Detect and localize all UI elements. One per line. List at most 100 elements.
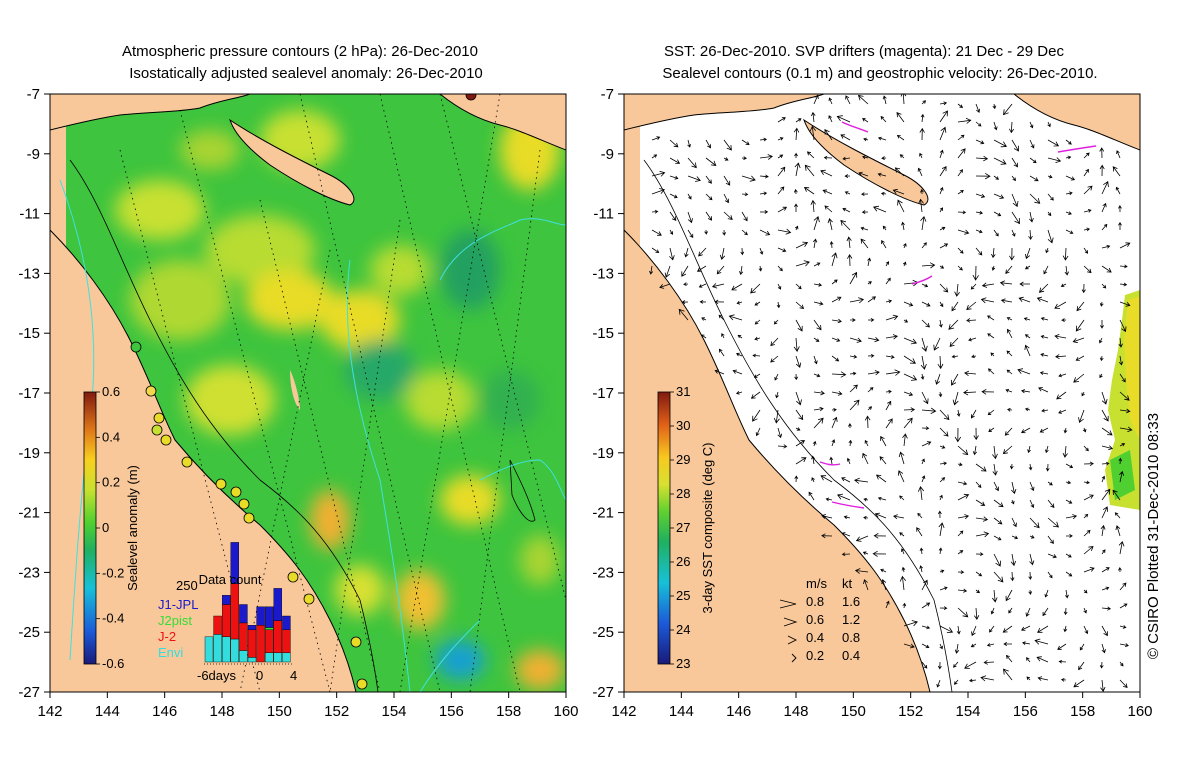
velocity-arrow	[921, 475, 926, 483]
velocity-legend: m/s kt 0.8 1.6 0.6 1.2 0.4 0.8 0.2 0.4	[779, 576, 860, 663]
velocity-arrow	[867, 337, 880, 343]
velocity-arrow	[917, 167, 923, 177]
velocity-arrow	[901, 566, 906, 573]
velocity-arrow	[1011, 517, 1017, 528]
velocity-arrow	[939, 606, 948, 611]
y-tick-label: -9	[27, 146, 40, 163]
velocity-arrow	[1083, 152, 1090, 159]
velocity-arrow	[921, 262, 936, 269]
velocity-arrow	[773, 409, 780, 424]
colorbar-tick: 0	[102, 520, 109, 535]
velocity-arrow	[705, 175, 712, 184]
velocity-arrow	[880, 116, 887, 123]
velocity-arrow	[1083, 494, 1094, 501]
velocity-kt-value: 1.2	[842, 612, 860, 627]
velocity-arrow	[939, 265, 945, 269]
velocity-arrow	[683, 282, 689, 287]
velocity-arrow	[1005, 388, 1013, 393]
velocity-arrow	[795, 440, 806, 447]
right-title-line1: SST: 26-Dec-2010. SVP drifters (magenta)…	[664, 43, 1064, 60]
data-count-bar	[230, 583, 240, 640]
velocity-arrow	[1099, 337, 1103, 344]
velocity-arrow	[881, 240, 887, 249]
right-title: SST: 26-Dec-2010. SVP drifters (magenta)…	[662, 43, 1097, 82]
velocity-arrow	[966, 318, 977, 323]
velocity-arrow	[731, 283, 743, 291]
velocity-arrow	[1029, 553, 1035, 566]
colorbar-tick: 0.2	[102, 475, 120, 490]
csiro-credit: © CSIRO Plotted 31-Dec-2010 08:33	[1145, 413, 1162, 659]
x-tick-label: 146	[726, 703, 751, 720]
velocity-arrow	[867, 281, 872, 285]
velocity-arrow	[664, 265, 671, 278]
velocity-arrow	[921, 579, 928, 591]
velocity-arrow	[770, 337, 779, 347]
sst-patch	[1105, 290, 1140, 510]
velocity-arrow	[1119, 443, 1126, 447]
velocity-arrow	[777, 444, 788, 449]
velocity-arrow	[849, 354, 858, 359]
velocity-arrow	[651, 170, 666, 177]
velocity-arrow	[810, 199, 816, 213]
velocity-arrow	[1101, 265, 1112, 273]
data-count-bar	[213, 634, 222, 663]
velocity-arrow	[1028, 229, 1033, 241]
velocity-arrow	[898, 451, 905, 465]
velocity-arrow	[957, 117, 972, 124]
velocity-arrow	[1011, 481, 1017, 495]
velocity-arrow	[732, 369, 743, 375]
velocity-arrow	[903, 242, 907, 249]
velocity-arrow	[939, 586, 948, 591]
velocity-arrow	[831, 296, 842, 303]
velocity-arrow	[885, 418, 893, 429]
velocity-arrow	[669, 139, 679, 148]
velocity-arrow	[975, 481, 982, 488]
velocity-arrow	[1063, 607, 1068, 616]
velocity-arrow	[1076, 301, 1085, 312]
velocity-arrow	[1065, 175, 1076, 181]
velocity-arrow	[828, 115, 833, 123]
velocity-arrow	[794, 203, 798, 212]
velocity-arrow	[1065, 211, 1072, 215]
data-count-bars	[204, 542, 291, 663]
velocity-arrow	[1065, 534, 1073, 538]
velocity-arrow	[1029, 517, 1040, 529]
x-tick-label: 158	[496, 703, 521, 720]
velocity-arrow	[881, 156, 887, 160]
velocity-arrow	[1119, 391, 1130, 401]
y-tick-label: -23	[18, 564, 40, 581]
x-tick-label: 160	[1127, 703, 1152, 720]
velocity-arrow	[777, 206, 788, 213]
velocity-arrow	[840, 219, 851, 231]
velocity-arrow	[1101, 549, 1106, 555]
velocity-arrow	[1002, 625, 1013, 633]
velocity-arrow	[1119, 373, 1126, 383]
x-tick-label: 152	[898, 703, 923, 720]
velocity-arrow	[758, 265, 763, 272]
x-tick-label: 154	[955, 703, 980, 720]
velocity-arrow	[740, 247, 745, 256]
velocity-arrow	[1045, 445, 1049, 454]
velocity-arrow	[901, 548, 905, 555]
velocity-ms-value: 0.8	[806, 594, 824, 609]
velocity-arrow	[1028, 463, 1033, 471]
velocity-arrow	[939, 243, 949, 249]
velocity-arrow	[1028, 571, 1033, 580]
velocity-arrow	[813, 215, 820, 231]
velocity-arrow	[939, 461, 948, 466]
velocity-arrow	[1099, 147, 1105, 159]
velocity-arrow	[919, 152, 923, 159]
velocity-arrow	[1065, 191, 1073, 196]
data-count-bar	[247, 657, 257, 663]
y-tick-label: -9	[601, 146, 614, 163]
velocity-arrow	[813, 282, 823, 287]
velocity-arrow	[903, 407, 916, 413]
velocity-arrow	[752, 409, 761, 422]
velocity-arrow	[897, 199, 905, 213]
velocity-arrow	[921, 661, 928, 669]
velocity-arrow	[1100, 524, 1106, 537]
velocity-arrow	[794, 152, 798, 159]
velocity-arrow	[1054, 334, 1067, 340]
velocity-arrow	[813, 417, 824, 429]
velocity-arrow	[1024, 407, 1031, 412]
